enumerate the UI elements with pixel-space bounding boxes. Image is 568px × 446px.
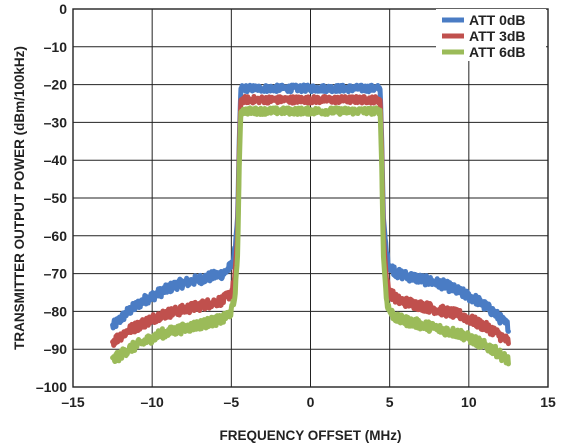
x-tick-label: –15 [61, 394, 85, 410]
x-tick-label: –5 [224, 394, 240, 410]
y-tick-label: –90 [44, 341, 68, 357]
y-tick-label: –60 [44, 228, 68, 244]
series-layer [110, 82, 511, 367]
y-axis-title: TRANSMITTER OUTPUT POWER (dBm/100kHz) [12, 46, 27, 350]
y-tick-label: –30 [44, 114, 68, 130]
grid-layer [72, 8, 549, 388]
y-tick-label: 0 [59, 1, 67, 17]
x-tick-label: 0 [307, 394, 315, 410]
plot-frame [72, 8, 549, 388]
y-tick-label: –70 [44, 266, 68, 282]
x-tick-label: 5 [386, 394, 394, 410]
y-tick-label: –40 [44, 152, 68, 168]
x-tick-label: 10 [461, 394, 477, 410]
series-line-att-0db [110, 82, 511, 334]
y-tick-label: –20 [44, 77, 68, 93]
series-line-att-6db [110, 105, 511, 367]
legend-label: ATT 0dB [469, 12, 526, 28]
y-tick-label: –10 [44, 39, 68, 55]
tick-labels: 0–10–20–30–40–50–60–70–80–90–100–15 –10 –5… [36, 1, 556, 410]
legend-label: ATT 6dB [469, 44, 526, 60]
legend-label: ATT 3dB [469, 28, 526, 44]
x-tick-label: 15 [540, 394, 556, 410]
x-axis-title: FREQUENCY OFFSET (MHz) [220, 428, 402, 443]
y-tick-label: –100 [36, 379, 67, 395]
x-tick-label: –10 [140, 394, 164, 410]
y-tick-label: –80 [44, 303, 68, 319]
y-tick-label: –50 [44, 190, 68, 206]
series-line-att-3db [110, 94, 511, 348]
